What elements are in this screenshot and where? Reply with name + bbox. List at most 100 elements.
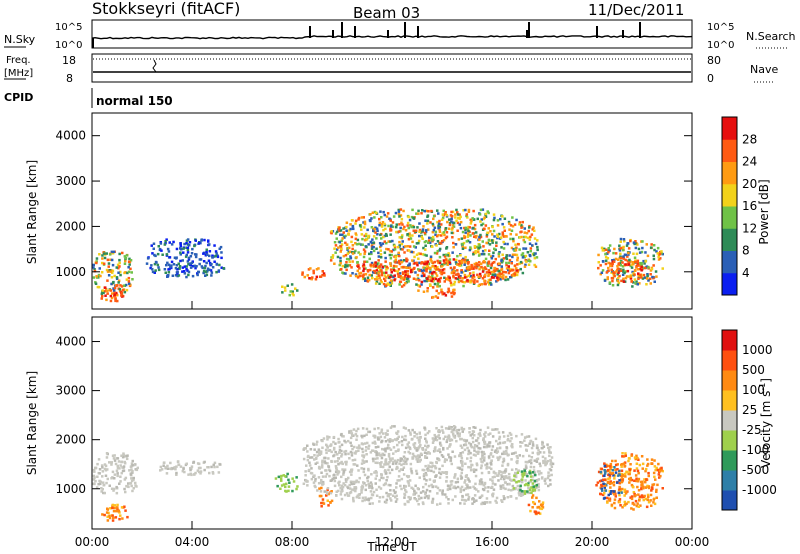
range-cell <box>544 482 547 485</box>
range-cell <box>118 252 121 256</box>
range-cell <box>654 468 657 472</box>
range-cell <box>473 446 476 449</box>
range-cell <box>189 263 192 267</box>
range-cell <box>413 266 416 270</box>
range-cell <box>302 457 306 461</box>
range-cell <box>350 454 354 457</box>
range-cell <box>403 266 407 269</box>
range-cell <box>484 463 487 467</box>
range-cell <box>385 268 388 271</box>
range-cell <box>403 451 407 454</box>
range-cell <box>425 452 429 455</box>
range-cell <box>436 449 440 452</box>
range-cell <box>464 255 467 259</box>
range-cell <box>457 280 461 284</box>
range-cell <box>486 210 489 213</box>
range-cell <box>423 274 426 278</box>
range-cell <box>416 226 419 229</box>
range-cell <box>604 489 608 492</box>
range-cell <box>219 463 222 466</box>
range-cell <box>348 229 351 232</box>
range-cell <box>379 435 383 439</box>
freq-frame <box>91 53 693 83</box>
range-cell <box>464 269 467 272</box>
range-cell <box>334 476 337 479</box>
range-cell <box>643 478 646 481</box>
range-cell <box>461 494 464 498</box>
range-cell <box>343 439 346 443</box>
range-cell <box>182 270 186 273</box>
range-cell <box>489 478 492 481</box>
range-cell <box>514 249 518 252</box>
range-cell <box>498 272 501 275</box>
range-cell <box>633 456 637 459</box>
range-cell <box>429 461 432 464</box>
range-cell <box>381 432 385 435</box>
range-cell <box>312 269 315 273</box>
range-cell <box>618 249 622 252</box>
range-cell <box>313 474 316 477</box>
range-cell <box>629 277 633 280</box>
range-cell <box>442 431 445 434</box>
range-cell <box>191 265 194 268</box>
range-cell <box>502 226 506 229</box>
range-cell <box>110 461 113 464</box>
range-cell <box>633 269 637 272</box>
range-cell <box>363 434 366 438</box>
range-cell <box>607 464 610 468</box>
range-cell <box>357 251 360 254</box>
range-cell <box>474 474 478 478</box>
range-cell <box>323 460 327 463</box>
range-cell <box>530 446 534 450</box>
range-cell <box>378 276 381 280</box>
range-cell <box>434 233 437 236</box>
range-cell <box>641 277 645 280</box>
range-cell <box>436 503 439 506</box>
range-cell <box>306 458 310 462</box>
range-cell <box>346 486 350 490</box>
range-cell <box>419 452 423 455</box>
range-cell <box>393 244 396 248</box>
range-cell <box>474 468 478 472</box>
range-cell <box>488 466 491 469</box>
range-cell <box>351 225 355 228</box>
range-cell <box>618 256 621 260</box>
range-cell <box>425 279 428 283</box>
range-cell <box>459 215 462 219</box>
range-cell <box>417 241 420 245</box>
range-cell <box>603 478 607 482</box>
range-cell <box>185 253 188 257</box>
range-cell <box>543 479 547 482</box>
range-cell <box>640 487 643 491</box>
range-cell <box>547 471 550 474</box>
range-cell <box>196 469 200 472</box>
range-cell <box>456 477 460 480</box>
range-cell <box>425 441 428 444</box>
range-cell <box>622 462 626 465</box>
range-cell <box>439 444 443 447</box>
range-cell <box>164 466 168 469</box>
range-cell <box>191 274 195 278</box>
range-cell <box>504 476 507 479</box>
range-cell <box>456 485 460 489</box>
range-cell <box>199 241 202 245</box>
range-cell <box>467 478 470 481</box>
range-cell <box>521 220 524 224</box>
range-cell <box>452 225 456 228</box>
range-cell <box>337 470 341 473</box>
nave-tick-top: 80 <box>707 54 721 67</box>
range-cell <box>499 273 502 277</box>
range-cell <box>178 267 181 270</box>
range-cell <box>203 468 206 472</box>
range-cell <box>533 237 537 240</box>
range-cell <box>429 284 432 287</box>
range-cell <box>440 242 443 245</box>
range-cell <box>464 462 467 465</box>
range-cell <box>623 474 627 477</box>
range-cell <box>531 441 535 444</box>
range-cell <box>446 261 450 264</box>
range-cell <box>164 241 167 245</box>
range-cell <box>403 251 406 254</box>
range-cell <box>209 269 213 272</box>
range-cell <box>491 273 494 276</box>
